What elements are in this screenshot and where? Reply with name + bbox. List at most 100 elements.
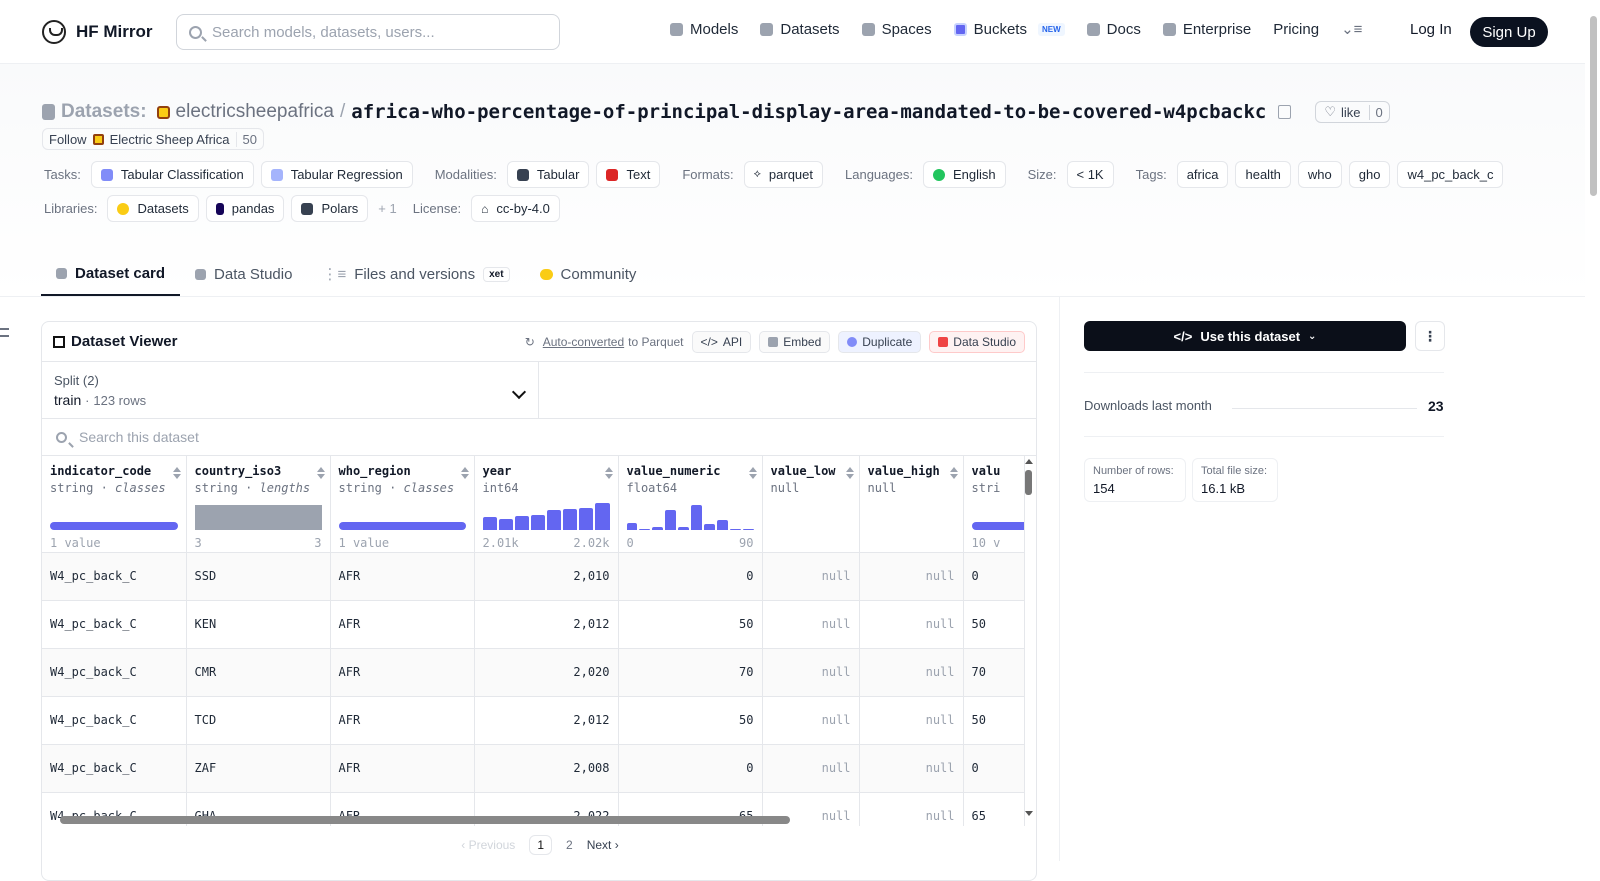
histogram-bar[interactable]: [530, 514, 545, 530]
histogram-bar[interactable]: [703, 524, 715, 530]
table-cell[interactable]: null: [762, 648, 860, 697]
api-button[interactable]: </> API: [691, 330, 752, 353]
table-cell[interactable]: SSD: [186, 552, 331, 601]
histogram-bar[interactable]: [742, 528, 754, 530]
histogram-bar[interactable]: [498, 518, 513, 530]
table-row[interactable]: W4_pc_back_C ZAF AFR 2,008 0 null null 0: [42, 744, 1025, 793]
table-cell[interactable]: AFR: [330, 600, 475, 649]
table-cell[interactable]: 2,012: [474, 696, 619, 745]
duplicate-button[interactable]: Duplicate: [838, 330, 922, 353]
table-row[interactable]: W4_pc_back_C SSD AFR 2,010 0 null null 0: [42, 552, 1025, 601]
histogram-bar[interactable]: [626, 523, 638, 530]
table-cell[interactable]: AFR: [330, 552, 475, 601]
table-cell[interactable]: 2,020: [474, 648, 619, 697]
table-cell[interactable]: AFR: [330, 744, 475, 793]
table-cell[interactable]: 50: [618, 600, 763, 649]
table-cell[interactable]: TCD: [186, 696, 331, 745]
use-this-dataset-button[interactable]: </> Use this dataset ⌄: [1084, 321, 1406, 351]
table-cell[interactable]: W4_pc_back_C: [42, 600, 187, 649]
histogram-bar[interactable]: [691, 504, 702, 530]
nav-spaces[interactable]: Spaces: [861, 21, 932, 38]
nav-pricing[interactable]: Pricing: [1273, 21, 1319, 38]
table-cell[interactable]: null: [859, 648, 964, 697]
tag-modality[interactable]: Tabular: [506, 161, 590, 188]
table-cell[interactable]: 2,010: [474, 552, 619, 601]
histogram-bar[interactable]: [563, 509, 578, 530]
logo-link[interactable]: HF Mirror: [42, 20, 153, 44]
tag-task[interactable]: Tabular Regression: [260, 161, 413, 188]
table-cell[interactable]: null: [859, 696, 964, 745]
histogram-bar[interactable]: [652, 526, 664, 530]
table-vertical-scrollbar[interactable]: [1022, 456, 1036, 826]
auto-converted-link[interactable]: Auto-converted: [542, 334, 625, 349]
table-cell[interactable]: null: [762, 552, 860, 601]
nav-enterprise[interactable]: Enterprise: [1162, 21, 1251, 38]
tab-dataset-card[interactable]: Dataset card: [41, 252, 181, 296]
nav-models[interactable]: Models: [670, 21, 738, 38]
histogram-bar[interactable]: [595, 503, 610, 530]
tab-files[interactable]: ⋮≡ Files and versions xet: [307, 252, 524, 296]
table-cell[interactable]: KEN: [186, 600, 331, 649]
table-cell[interactable]: W4_pc_back_C: [42, 648, 187, 697]
table-cell[interactable]: AFR: [330, 696, 475, 745]
table-cell[interactable]: W4_pc_back_C: [42, 744, 187, 793]
sort-icon[interactable]: [316, 467, 325, 479]
column-header[interactable]: indicator_code string · classes 1 value: [42, 456, 187, 553]
global-search-input[interactable]: Search models, datasets, users...: [176, 14, 560, 50]
sort-icon[interactable]: [172, 467, 181, 479]
tag-library[interactable]: Datasets: [107, 195, 199, 222]
nav-more-menu[interactable]: ⌄≡: [1341, 20, 1362, 38]
tag-library[interactable]: pandas: [205, 195, 285, 222]
more-options-button[interactable]: ⋮: [1415, 321, 1445, 351]
tag-format[interactable]: ⟡ parquet: [743, 161, 823, 188]
embed-button[interactable]: Embed: [759, 330, 831, 353]
column-header[interactable]: value_low null: [762, 456, 860, 553]
tag-size[interactable]: < 1K: [1066, 161, 1114, 188]
tag-language[interactable]: English: [922, 161, 1006, 188]
like-button[interactable]: ♡ like 0: [1315, 101, 1390, 123]
tag-library[interactable]: Polars: [291, 195, 369, 222]
table-cell[interactable]: 65: [963, 792, 1025, 826]
histogram-bar[interactable]: [729, 528, 741, 530]
table-cell[interactable]: 50: [618, 696, 763, 745]
table-cell[interactable]: null: [762, 600, 860, 649]
split-selector[interactable]: Split (2) train · 123 rows: [42, 362, 539, 419]
table-cell[interactable]: 0: [618, 744, 763, 793]
table-cell[interactable]: W4_pc_back_C: [42, 552, 187, 601]
histogram-bar[interactable]: [678, 526, 690, 530]
scroll-down-icon[interactable]: [1025, 811, 1033, 816]
tag-item[interactable]: gho: [1348, 161, 1391, 188]
table-cell[interactable]: AFR: [330, 648, 475, 697]
table-row[interactable]: W4_pc_back_C TCD AFR 2,012 50 null null 50: [42, 696, 1025, 745]
data-studio-button[interactable]: Data Studio: [929, 330, 1025, 353]
follow-button[interactable]: Follow Electric Sheep Africa 50: [42, 128, 264, 150]
tag-item[interactable]: who: [1297, 161, 1342, 188]
table-cell[interactable]: ZAF: [186, 744, 331, 793]
tag-item[interactable]: w4_pc_back_c: [1397, 161, 1504, 188]
histogram-bar[interactable]: [665, 510, 677, 530]
column-header[interactable]: value_numeric float64 0 90: [618, 456, 763, 553]
table-cell[interactable]: 0: [618, 552, 763, 601]
table-row[interactable]: W4_pc_back_C KEN AFR 2,012 50 null null 50: [42, 600, 1025, 649]
table-cell[interactable]: 0: [963, 552, 1025, 601]
nav-datasets[interactable]: Datasets: [760, 21, 840, 38]
table-cell[interactable]: CMR: [186, 648, 331, 697]
scroll-up-icon[interactable]: [1025, 459, 1033, 464]
table-cell[interactable]: W4_pc_back_C: [42, 696, 187, 745]
table-cell[interactable]: null: [859, 744, 964, 793]
tag-license[interactable]: ⌂ cc-by-4.0: [471, 195, 560, 222]
sort-icon[interactable]: [604, 467, 613, 479]
login-link[interactable]: Log In: [1410, 21, 1452, 38]
histogram-bar[interactable]: [716, 520, 728, 530]
sort-icon[interactable]: [845, 467, 854, 479]
table-cell[interactable]: 2,012: [474, 600, 619, 649]
datasets-crumb[interactable]: Datasets:: [61, 101, 147, 122]
table-row[interactable]: W4_pc_back_C CMR AFR 2,020 70 null null 70: [42, 648, 1025, 697]
scroll-thumb[interactable]: [60, 816, 790, 824]
table-cell[interactable]: 70: [963, 648, 1025, 697]
page-2-button[interactable]: 2: [566, 838, 573, 852]
table-cell[interactable]: null: [762, 696, 860, 745]
table-cell[interactable]: 2,008: [474, 744, 619, 793]
table-horizontal-scrollbar[interactable]: [42, 813, 1036, 825]
table-cell[interactable]: 50: [963, 600, 1025, 649]
